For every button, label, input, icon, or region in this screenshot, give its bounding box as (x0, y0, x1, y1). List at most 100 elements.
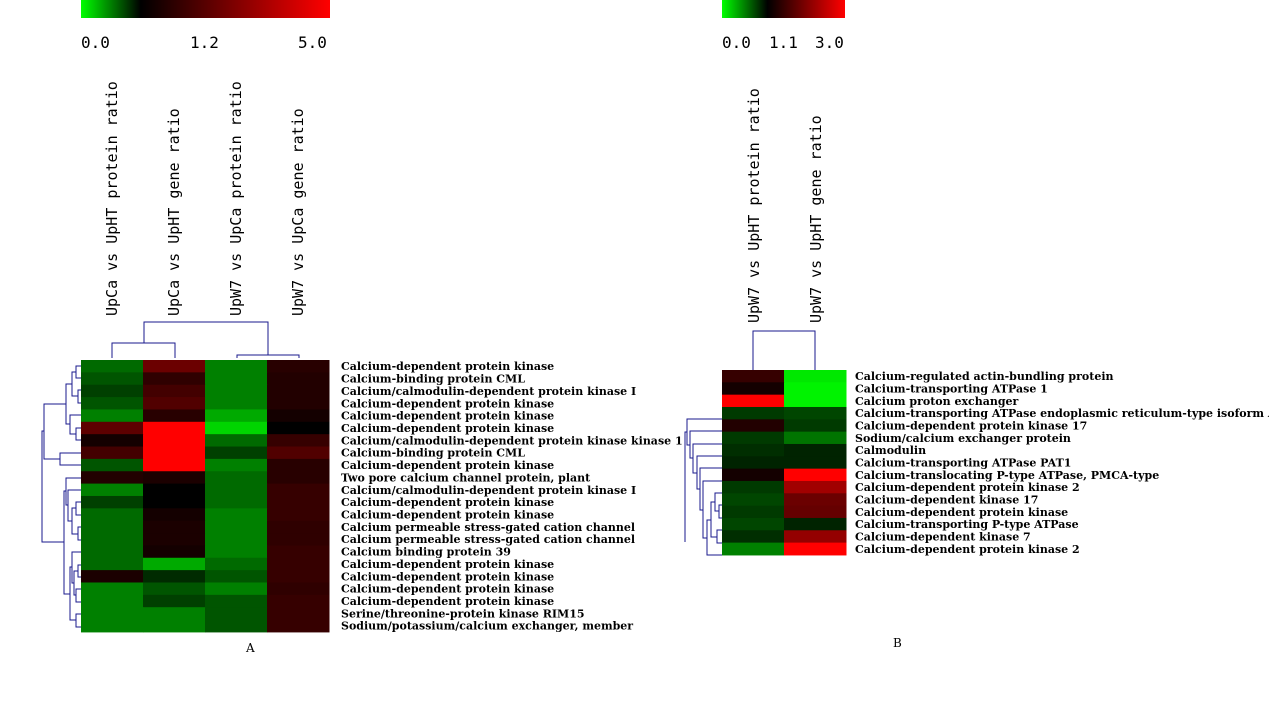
dendrogram-branch (65, 383, 72, 425)
dendrogram-branch (71, 371, 78, 397)
heatmap-cell-a-r18-c0 (81, 582, 144, 596)
row-label-b-3: Calcium-transporting ATPase endoplasmic … (855, 407, 1269, 420)
row-dendrogram-b (684, 418, 722, 556)
dendrogram-branch (75, 501, 81, 516)
row-label-b-0: Calcium-regulated actin-bundling protein (855, 370, 1114, 383)
column-label-a-0: UpCa vs UpHT protein ratio (103, 81, 121, 316)
heatmap-cell-a-r5-c1 (143, 421, 206, 435)
dendrogram-branch (684, 431, 687, 542)
heatmap-cell-a-r18-c3 (267, 582, 330, 596)
heatmap-cell-b-r1-c0 (722, 382, 785, 396)
heatmap-cell-a-r20-c2 (205, 607, 268, 621)
dendrogram-branch (686, 418, 722, 446)
heatmap-cell-a-r20-c1 (143, 607, 206, 621)
row-label-a-2: Calcium/calmodulin-dependent protein kin… (341, 385, 636, 398)
heatmap-cell-a-r14-c1 (143, 533, 206, 546)
heatmap-cell-a-r15-c2 (205, 545, 268, 559)
heatmap-cells-a (81, 360, 330, 633)
dendrogram-branch (77, 389, 81, 404)
heatmap-cell-a-r19-c2 (205, 594, 268, 608)
panel-a: 0.0 1.2 5.0 UpCa vs UpHT protein ratio U… (41, 0, 683, 655)
heatmap-cell-a-r2-c2 (205, 384, 268, 398)
heatmap-cell-a-r3-c2 (205, 397, 268, 410)
heatmap-cell-a-r7-c1 (143, 446, 206, 460)
row-label-b-8: Calcium-translocating P-type ATPase, PMC… (855, 469, 1159, 482)
row-label-b-11: Calcium-dependent protein kinase (855, 506, 1068, 519)
colorscale-tick-a-0: 0.0 (81, 33, 110, 52)
heatmap-cell-a-r7-c2 (205, 446, 268, 460)
row-label-b-9: Calcium-dependent protein kinase 2 (855, 481, 1080, 494)
row-label-a-6: Calcium/calmodulin-dependent protein kin… (341, 434, 683, 447)
dendrogram-branch (716, 529, 722, 544)
heatmap-cell-a-r21-c3 (267, 619, 330, 633)
heatmap-cell-a-r4-c0 (81, 409, 144, 423)
heatmap-cell-b-r1-c1 (784, 382, 847, 396)
dendrogram-branch (71, 507, 78, 535)
heatmap-cell-a-r13-c0 (81, 520, 144, 534)
row-label-a-21: Sodium/potassium/calcium exchanger, memb… (341, 620, 633, 633)
row-labels-b: Calcium-regulated actin-bundling protein… (855, 370, 1269, 556)
row-label-b-12: Calcium-transporting P-type ATPase (855, 518, 1079, 531)
heatmap-cell-a-r11-c3 (267, 495, 330, 509)
dendrogram-branch (75, 613, 81, 628)
heatmap-cell-a-r12-c1 (143, 508, 206, 522)
dendrogram-branch (75, 427, 81, 441)
dendrogram-branch (77, 526, 81, 541)
column-label-b-1: UpW7 vs UpHT gene ratio (807, 115, 825, 323)
heatmap-cell-a-r7-c3 (267, 446, 330, 460)
row-label-b-10: Calcium-dependent kinase 17 (855, 493, 1038, 506)
heatmap-cell-a-r8-c0 (81, 458, 144, 472)
colorscale-tick-b-1: 1.1 (769, 33, 798, 52)
heatmap-cell-a-r12-c0 (81, 508, 144, 522)
heatmap-cell-a-r17-c3 (267, 570, 330, 583)
column-label-a-2: UpW7 vs UpCa protein ratio (227, 81, 245, 316)
heatmap-cell-b-r8-c0 (722, 468, 785, 482)
heatmap-cell-a-r3-c1 (143, 397, 206, 410)
heatmap-cell-a-r3-c0 (81, 397, 144, 410)
heatmap-cell-b-r12-c0 (722, 517, 785, 531)
heatmap-cell-a-r1-c0 (81, 372, 144, 386)
column-label-a-1: UpCa vs UpHT gene ratio (165, 108, 183, 316)
heatmap-cell-a-r10-c2 (205, 483, 268, 497)
heatmap-cell-b-r0-c1 (784, 370, 847, 383)
heatmap-cell-a-r6-c3 (267, 434, 330, 448)
heatmap-cell-a-r16-c0 (81, 557, 144, 571)
heatmap-cell-a-r8-c2 (205, 458, 268, 472)
heatmap-cell-a-r0-c2 (205, 360, 268, 373)
heatmap-cell-a-r9-c3 (267, 471, 330, 485)
heatmap-cell-b-r10-c0 (722, 493, 785, 507)
row-label-a-1: Calcium-binding protein CML (341, 373, 525, 386)
heatmap-cell-b-r9-c1 (784, 480, 847, 494)
row-label-a-13: Calcium permeable stress-gated cation ch… (341, 521, 635, 534)
heatmap-cell-a-r2-c1 (143, 384, 206, 398)
column-label-b-0: UpW7 vs UpHT protein ratio (745, 88, 763, 323)
heatmap-cell-a-r3-c3 (267, 397, 330, 410)
row-label-a-5: Calcium-dependent protein kinase (341, 422, 554, 435)
heatmap-cells-b (722, 370, 847, 556)
heatmap-cell-b-r2-c1 (784, 394, 847, 408)
row-label-a-17: Calcium-dependent protein kinase (341, 570, 554, 583)
colorscale-tick-b-0: 0.0 (722, 33, 751, 52)
heatmap-cell-a-r9-c0 (81, 471, 144, 485)
heatmap-cell-a-r9-c2 (205, 471, 268, 485)
heatmap-cell-b-r11-c0 (722, 505, 785, 519)
heatmap-cell-b-r10-c1 (784, 493, 847, 507)
heatmap-cell-a-r5-c2 (205, 421, 268, 435)
colorscale-bar-a (81, 0, 330, 18)
heatmap-cell-a-r16-c1 (143, 557, 206, 571)
heatmap-cell-a-r15-c0 (81, 545, 144, 559)
panel-b: 0.0 1.1 3.0 UpW7 vs UpHT protein ratio U… (684, 0, 1269, 650)
heatmap-cell-a-r16-c2 (205, 557, 268, 571)
row-label-a-10: Calcium/calmodulin-dependent protein kin… (341, 484, 636, 497)
heatmap-cell-a-r15-c1 (143, 545, 206, 559)
heatmap-cell-a-r18-c1 (143, 582, 206, 596)
row-label-b-7: Calcium-transporting ATPase PAT1 (855, 456, 1071, 469)
heatmap-cell-b-r12-c1 (784, 517, 847, 531)
heatmap-cell-b-r3-c1 (784, 406, 847, 420)
heatmap-cell-a-r12-c2 (205, 508, 268, 522)
heatmap-cell-b-r13-c1 (784, 530, 847, 544)
row-label-a-0: Calcium-dependent protein kinase (341, 360, 554, 373)
heatmap-cell-a-r19-c0 (81, 594, 144, 608)
heatmap-cell-b-r0-c0 (722, 370, 785, 383)
